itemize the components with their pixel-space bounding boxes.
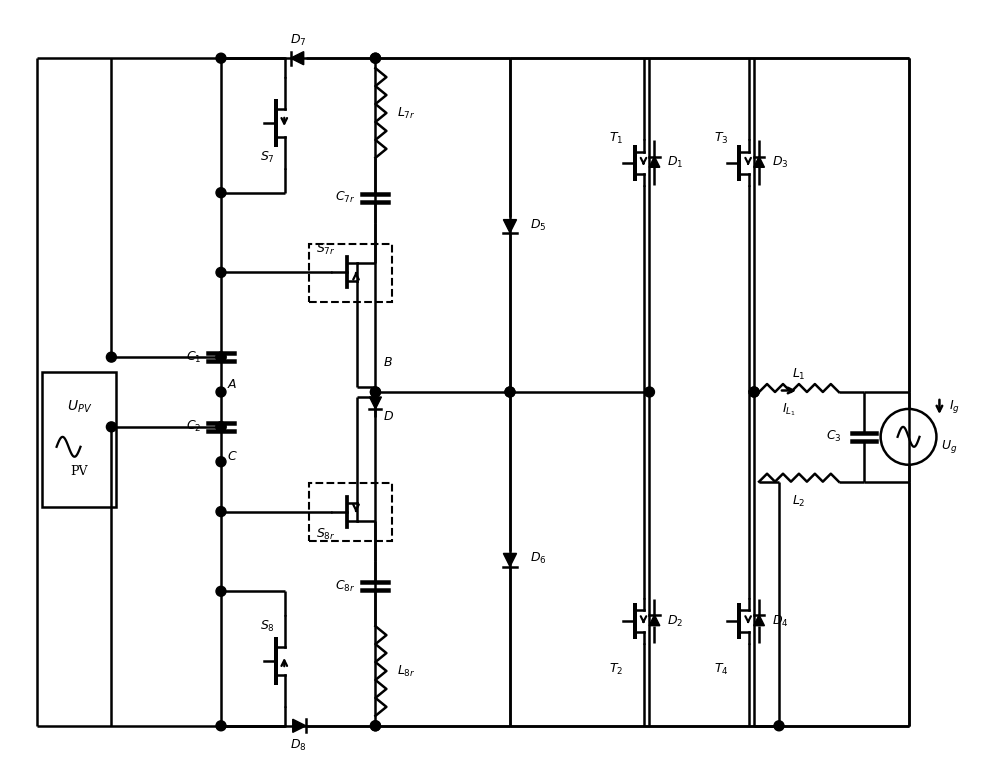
Circle shape — [370, 387, 380, 397]
Polygon shape — [754, 615, 764, 626]
Text: $A$: $A$ — [227, 378, 237, 390]
Circle shape — [216, 267, 226, 278]
Text: $T_4$: $T_4$ — [714, 662, 729, 677]
Text: $C_{7r}$: $C_{7r}$ — [335, 190, 356, 205]
Text: $L_1$: $L_1$ — [792, 367, 806, 382]
Text: PV: PV — [71, 465, 88, 479]
FancyBboxPatch shape — [309, 482, 392, 541]
Text: $I_{L_1}$: $I_{L_1}$ — [782, 402, 796, 418]
Circle shape — [774, 721, 784, 731]
Text: $T_1$: $T_1$ — [609, 131, 624, 146]
Text: $U_{PV}$: $U_{PV}$ — [67, 399, 92, 415]
Circle shape — [216, 586, 226, 596]
Text: $U_g$: $U_g$ — [941, 438, 958, 455]
Circle shape — [216, 422, 226, 432]
Circle shape — [644, 387, 654, 397]
Circle shape — [216, 352, 226, 362]
Circle shape — [370, 53, 380, 63]
Text: $D_5$: $D_5$ — [530, 217, 546, 232]
Polygon shape — [649, 156, 660, 167]
Text: $S_8$: $S_8$ — [260, 619, 275, 633]
Polygon shape — [293, 719, 306, 733]
Text: $C_3$: $C_3$ — [826, 429, 842, 444]
Text: $D_3$: $D_3$ — [772, 156, 789, 170]
Text: $T_3$: $T_3$ — [714, 131, 728, 146]
Circle shape — [216, 387, 226, 397]
Text: $D_6$: $D_6$ — [530, 551, 547, 566]
Polygon shape — [649, 615, 660, 626]
FancyBboxPatch shape — [309, 243, 392, 303]
Circle shape — [370, 387, 380, 397]
Text: $D$: $D$ — [383, 411, 394, 423]
Text: $T_2$: $T_2$ — [609, 662, 624, 677]
Text: $D_1$: $D_1$ — [667, 156, 684, 170]
Text: $S_{8r}$: $S_{8r}$ — [316, 526, 335, 542]
Circle shape — [505, 387, 515, 397]
Text: $I_g$: $I_g$ — [949, 399, 960, 415]
Polygon shape — [754, 156, 764, 167]
Circle shape — [216, 352, 226, 362]
Text: $D_2$: $D_2$ — [667, 614, 684, 629]
Text: $B$: $B$ — [383, 356, 393, 368]
Circle shape — [216, 457, 226, 467]
Text: $D_8$: $D_8$ — [290, 738, 307, 753]
Text: $D_7$: $D_7$ — [290, 33, 306, 48]
Circle shape — [106, 422, 116, 432]
Circle shape — [216, 422, 226, 432]
Text: $L_{7r}$: $L_{7r}$ — [397, 106, 416, 120]
Text: $D_4$: $D_4$ — [772, 614, 789, 629]
Text: $S_7$: $S_7$ — [260, 150, 275, 165]
Text: $C$: $C$ — [227, 450, 238, 463]
Text: $L_2$: $L_2$ — [792, 494, 806, 509]
Text: $L_{8r}$: $L_{8r}$ — [397, 663, 416, 679]
Text: $C_1$: $C_1$ — [186, 350, 201, 364]
Circle shape — [216, 507, 226, 517]
Circle shape — [216, 188, 226, 198]
Circle shape — [749, 387, 759, 397]
Text: $S_{7r}$: $S_{7r}$ — [316, 242, 335, 257]
Polygon shape — [503, 554, 517, 567]
Circle shape — [370, 53, 380, 63]
Text: $C_2$: $C_2$ — [186, 419, 201, 435]
Polygon shape — [369, 397, 381, 409]
FancyBboxPatch shape — [42, 372, 116, 507]
Circle shape — [370, 721, 380, 731]
Circle shape — [370, 721, 380, 731]
Polygon shape — [291, 52, 304, 65]
Circle shape — [106, 352, 116, 362]
Text: $C_{8r}$: $C_{8r}$ — [335, 579, 356, 594]
Circle shape — [749, 387, 759, 397]
Polygon shape — [503, 220, 517, 233]
Circle shape — [505, 387, 515, 397]
Circle shape — [216, 721, 226, 731]
Circle shape — [216, 53, 226, 63]
